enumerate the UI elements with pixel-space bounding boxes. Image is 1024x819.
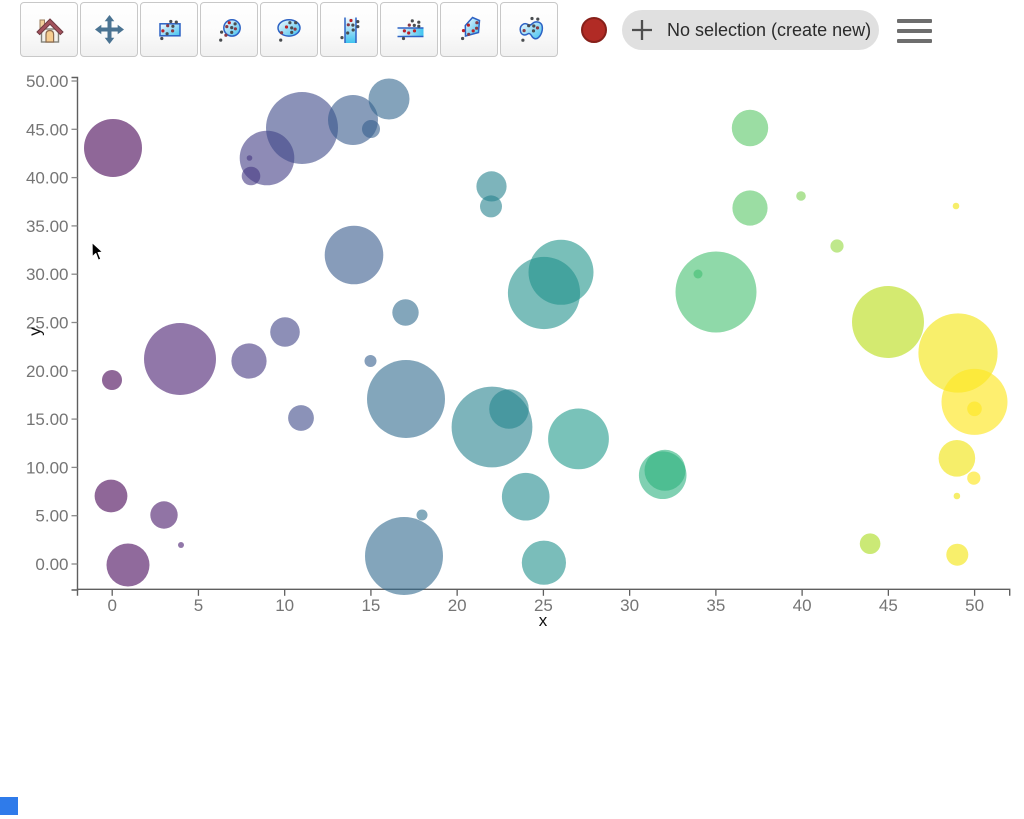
svg-text:15.00: 15.00 xyxy=(26,410,69,429)
svg-text:0: 0 xyxy=(107,596,116,615)
svg-text:40: 40 xyxy=(793,596,812,615)
svg-text:30: 30 xyxy=(620,596,639,615)
svg-text:50: 50 xyxy=(965,596,984,615)
svg-text:40.00: 40.00 xyxy=(26,169,69,188)
svg-text:5.00: 5.00 xyxy=(35,507,68,526)
svg-text:50.00: 50.00 xyxy=(26,72,69,91)
svg-text:20.00: 20.00 xyxy=(26,362,69,381)
svg-text:20: 20 xyxy=(448,596,467,615)
svg-text:25.00: 25.00 xyxy=(26,314,69,333)
svg-text:y: y xyxy=(26,327,45,336)
svg-text:5: 5 xyxy=(194,596,203,615)
svg-text:45.00: 45.00 xyxy=(26,120,69,139)
svg-text:x: x xyxy=(539,611,548,630)
svg-text:30.00: 30.00 xyxy=(26,265,69,284)
svg-text:35.00: 35.00 xyxy=(26,217,69,236)
svg-text:35: 35 xyxy=(706,596,725,615)
svg-text:10.00: 10.00 xyxy=(26,458,69,477)
svg-text:15: 15 xyxy=(361,596,380,615)
svg-text:10: 10 xyxy=(275,596,294,615)
svg-text:45: 45 xyxy=(879,596,898,615)
svg-text:25: 25 xyxy=(534,596,553,615)
svg-text:0.00: 0.00 xyxy=(35,555,68,574)
